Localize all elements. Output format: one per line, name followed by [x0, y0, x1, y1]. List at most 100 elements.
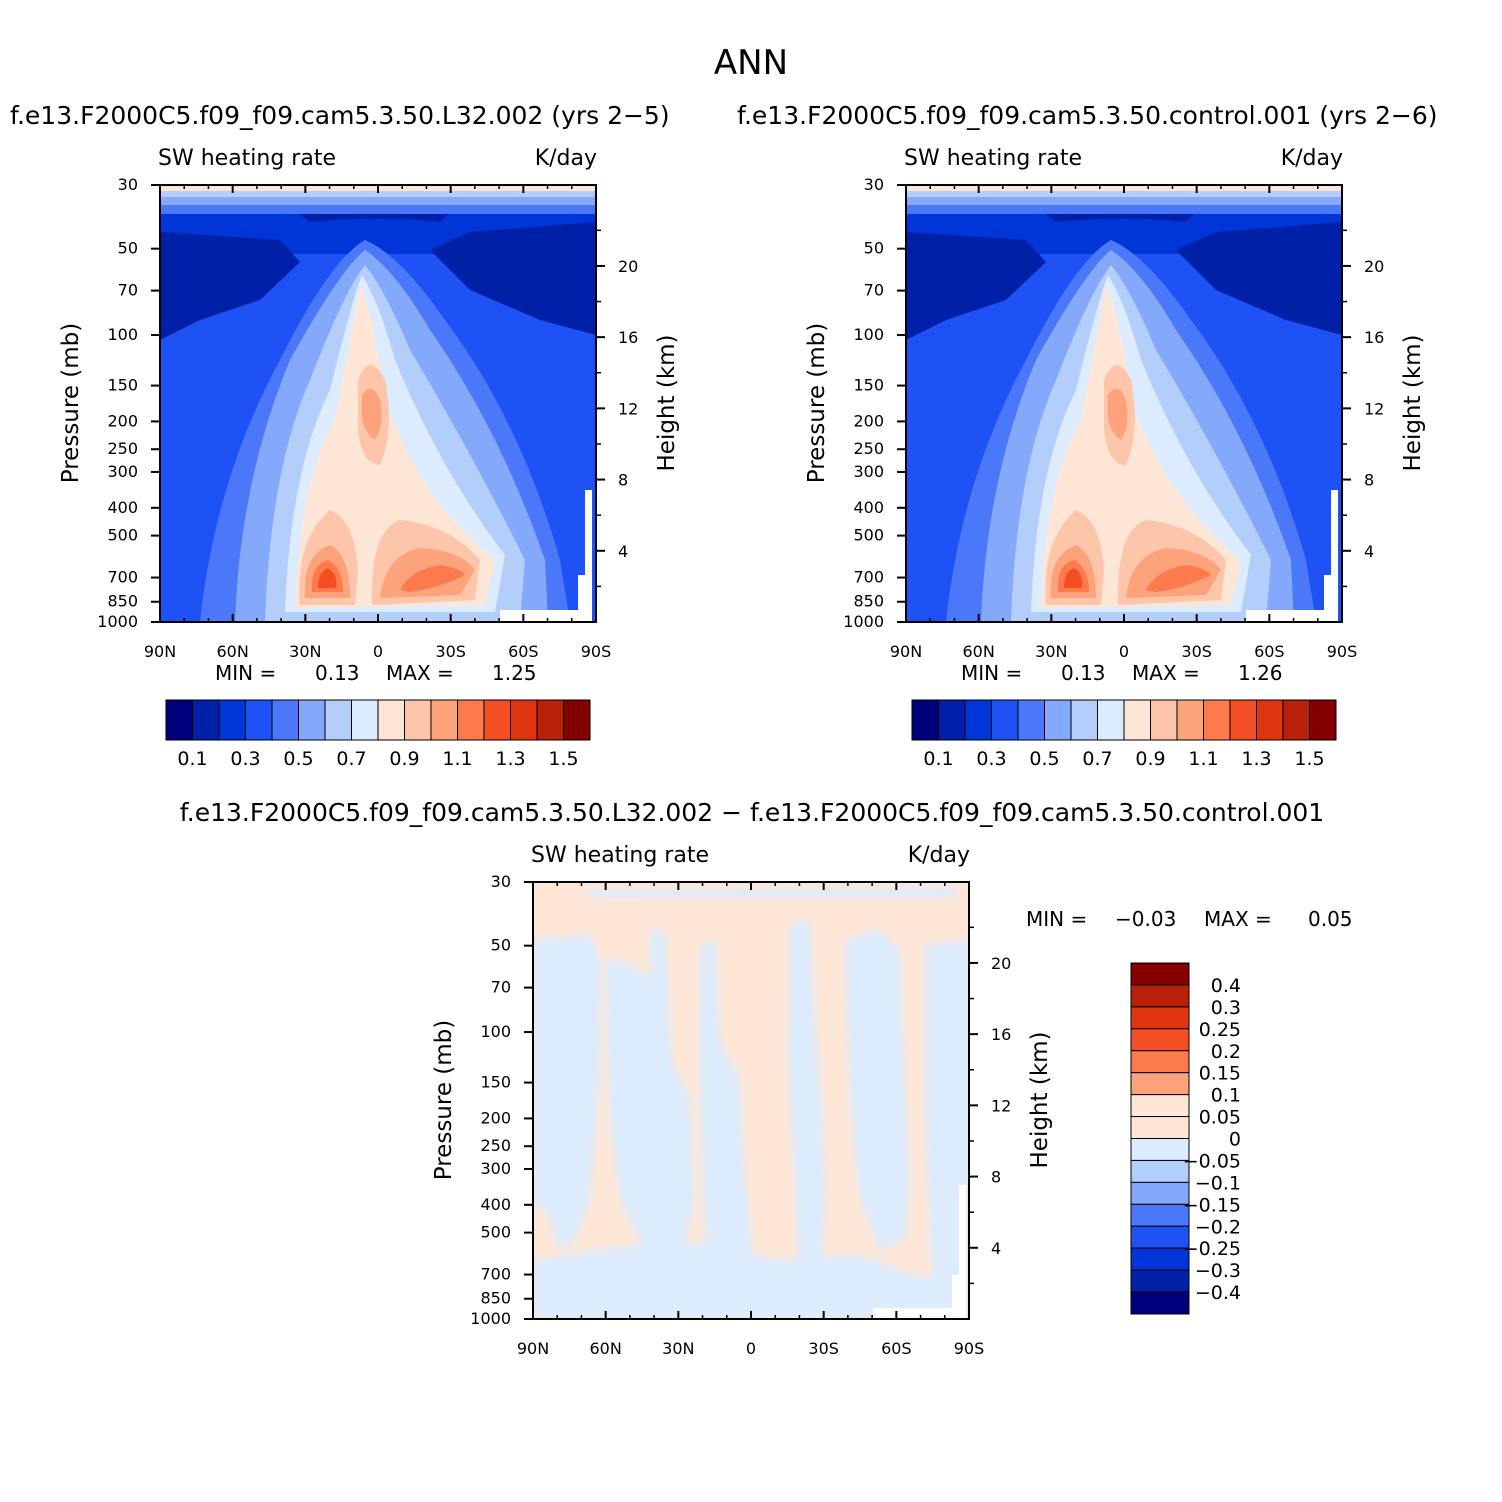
- y-tick-label: 850: [480, 1289, 511, 1308]
- colorbar-swatch: [1130, 1291, 1190, 1315]
- height-tick-label: 8: [618, 471, 628, 490]
- contour-band-negative-north: [533, 935, 600, 1250]
- axes: 90N 60N 30N 0 30S 60S 90S 30 50 70 100 150 200 250 300…: [843, 175, 1384, 661]
- variable-label: SW heating rate: [531, 843, 709, 868]
- contour-band-top-4: [906, 205, 1342, 214]
- y-tick-label: 300: [853, 462, 884, 481]
- contour-band-top-2: [906, 191, 1342, 197]
- colorbar-swatch: [1130, 1006, 1190, 1030]
- y-tick-label: 70: [491, 978, 511, 997]
- colorbar-label: −0.15: [1183, 1194, 1241, 1216]
- colorbar-label: 0.1: [923, 748, 953, 770]
- y-tick-label: 200: [480, 1108, 511, 1127]
- colorbar-swatch: [1017, 699, 1045, 741]
- min-label: MIN =: [961, 661, 1022, 685]
- y-tick-label: 1000: [97, 612, 138, 631]
- contour-band-top-3: [906, 197, 1342, 205]
- colorbar-label: −0.3: [1195, 1260, 1241, 1282]
- units-label: K/day: [908, 843, 970, 868]
- y-tick-label: 70: [864, 281, 884, 300]
- x-tick-label: 90N: [144, 642, 176, 661]
- colorbar-label: 0.5: [283, 748, 313, 770]
- y-tick-label: 850: [107, 592, 138, 611]
- x-tick-label: 60N: [217, 642, 249, 661]
- contour-band-high-lat-south: [1176, 222, 1342, 335]
- contour-band-max: [1064, 568, 1083, 588]
- contour-band-negative-e: [845, 930, 910, 1250]
- colorbar-label: −0.1: [1195, 1172, 1241, 1194]
- y-axis-right-label: Height (km): [1400, 334, 1426, 471]
- contour-band-negative-b: [650, 930, 695, 1319]
- colorbar-swatch: [1130, 1247, 1190, 1271]
- axes: 90N 60N 30N 0 30S 60S 90S 30 50 70 100 150 200 250 300…: [97, 175, 638, 661]
- panel-control-case: f.e13.F2000C5.f09_f09.cam5.3.50.control.…: [737, 101, 1438, 770]
- colorbar-swatch: [1130, 1138, 1190, 1161]
- colorbar-label: 1.5: [548, 748, 578, 770]
- colorbar-swatch: [991, 699, 1019, 741]
- x-tick-label: 30N: [289, 642, 321, 661]
- colorbar-label: 1.3: [495, 748, 525, 770]
- colorbar-swatch: [324, 699, 352, 741]
- colorbar-label: 0.05: [1199, 1107, 1241, 1129]
- height-tick-label: 4: [618, 542, 628, 561]
- x-tick-label: 90S: [954, 1339, 985, 1358]
- colorbar-swatch: [1150, 699, 1178, 741]
- colorbar-swatch: [1130, 1203, 1190, 1227]
- colorbar-swatch: [1282, 699, 1310, 741]
- colorbar-swatch: [298, 699, 326, 741]
- y-tick-label: 200: [107, 411, 138, 430]
- x-tick-label: 90S: [1327, 642, 1358, 661]
- max-value: 1.25: [492, 661, 537, 685]
- colorbar-swatch: [165, 699, 193, 741]
- colorbar-label: 0.3: [976, 748, 1006, 770]
- colorbar-swatch: [1044, 699, 1072, 741]
- y-tick-label: 150: [480, 1073, 511, 1092]
- y-tick-label: 700: [480, 1265, 511, 1284]
- y-tick-label: 1000: [470, 1309, 511, 1328]
- colorbar: 0.1 0.3 0.5 0.7 0.9 1.1 1.3 1.5: [165, 699, 591, 770]
- y-tick-label: 500: [480, 1223, 511, 1242]
- units-label: K/day: [535, 146, 597, 171]
- colorbar-label: 0.4: [1211, 975, 1241, 997]
- colorbar-label: −0.05: [1183, 1150, 1241, 1172]
- min-value: 0.13: [1061, 661, 1106, 685]
- x-tick-label: 30S: [808, 1339, 839, 1358]
- y-tick-label: 70: [118, 281, 138, 300]
- contour-band-negative-surface: [533, 1240, 969, 1319]
- colorbar-label: −0.25: [1183, 1238, 1241, 1260]
- contour-band-1.1-mid: [362, 388, 382, 440]
- variable-label: SW heating rate: [904, 146, 1082, 171]
- colorbar-swatch: [964, 699, 992, 741]
- colorbar-swatch: [1130, 1050, 1190, 1074]
- contour-band-high-lat-north: [906, 232, 1046, 340]
- contour-field: [906, 185, 1342, 622]
- y-tick-label: 30: [864, 175, 884, 194]
- colorbar-swatch: [1130, 1072, 1190, 1096]
- x-tick-label: 0: [373, 642, 383, 661]
- max-value: 0.05: [1308, 907, 1353, 931]
- y-tick-label: 250: [853, 439, 884, 458]
- max-label: MAX =: [1204, 907, 1272, 931]
- contour-band-negative-c: [700, 940, 760, 1319]
- contour-band-high-lat-south: [430, 222, 596, 335]
- contour-band-1.1-mid: [1108, 388, 1128, 440]
- colorbar-swatch: [457, 699, 485, 741]
- y-tick-label: 300: [107, 462, 138, 481]
- y-tick-label: 700: [853, 568, 884, 587]
- case-title: f.e13.F2000C5.f09_f09.cam5.3.50.L32.002 …: [10, 101, 670, 130]
- x-tick-label: 60S: [508, 642, 539, 661]
- height-tick-label: 12: [618, 399, 638, 418]
- x-tick-label: 0: [1119, 642, 1129, 661]
- colorbar-swatch: [1130, 1181, 1190, 1205]
- colorbar-swatch: [536, 699, 564, 741]
- y-axis-label: Pressure (mb): [804, 323, 830, 483]
- colorbar-label: 1.5: [1294, 748, 1324, 770]
- contour-band-negative-upper: [585, 888, 955, 898]
- colorbar-swatch: [1130, 1116, 1190, 1139]
- height-tick-label: 16: [991, 1025, 1011, 1044]
- x-tick-label: 90N: [517, 1339, 549, 1358]
- x-tick-label: 30S: [435, 642, 466, 661]
- max-value: 1.26: [1238, 661, 1283, 685]
- colorbar-swatch: [483, 699, 511, 741]
- y-tick-label: 30: [491, 872, 511, 891]
